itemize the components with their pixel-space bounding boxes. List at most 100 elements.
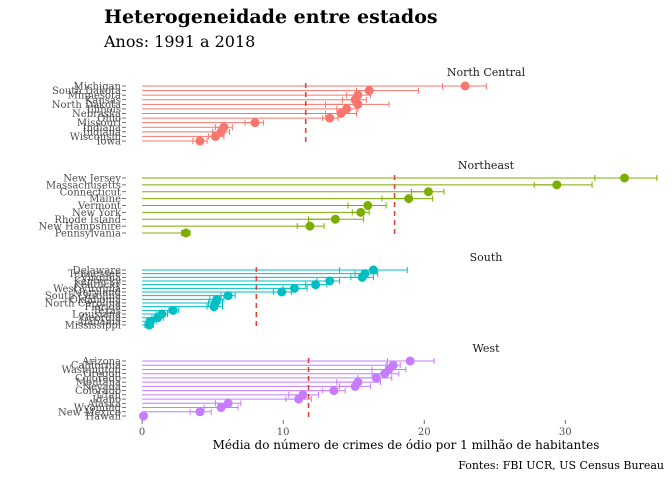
state-point bbox=[363, 201, 373, 210]
state-label: Louisiana bbox=[72, 310, 121, 321]
state-point bbox=[223, 398, 233, 408]
state-point bbox=[294, 394, 304, 404]
state-label: Arizona bbox=[81, 357, 121, 368]
chart-caption: Fontes: FBI UCR, US Census Bureau bbox=[458, 459, 664, 472]
state-label: Missouri bbox=[77, 118, 121, 129]
state-label: Alabama bbox=[76, 317, 121, 328]
state-label: Oregon bbox=[83, 369, 121, 380]
state-point bbox=[195, 136, 205, 146]
state-point bbox=[371, 373, 381, 383]
state-label: Texas bbox=[92, 306, 121, 317]
state-point bbox=[552, 180, 562, 190]
state-label: North Dakota bbox=[52, 100, 121, 111]
state-label: Minnesota bbox=[68, 91, 121, 102]
state-label: Nebraska bbox=[72, 109, 121, 120]
facet-label-northeast: Northeast bbox=[458, 159, 515, 172]
state-label: Pennsylvania bbox=[55, 229, 121, 240]
state-label: Wisconsin bbox=[70, 132, 122, 143]
state-label: South Carolina bbox=[45, 291, 121, 302]
state-label: Hawaii bbox=[85, 412, 121, 423]
state-point bbox=[305, 221, 315, 231]
x-tick-label: 10 bbox=[277, 427, 290, 438]
state-point bbox=[168, 305, 178, 315]
facet-label-south: South bbox=[470, 251, 503, 264]
state-label: Oklahoma bbox=[70, 295, 121, 306]
state-label: New Mexico bbox=[58, 407, 121, 418]
state-point bbox=[223, 291, 233, 301]
state-label: Iowa bbox=[97, 137, 122, 148]
state-point bbox=[210, 131, 220, 141]
state-label: Tennessee bbox=[68, 269, 121, 280]
state-point bbox=[620, 173, 630, 183]
state-point bbox=[181, 228, 191, 238]
state-label: Idaho bbox=[92, 395, 121, 406]
state-label: Maryland bbox=[72, 288, 121, 299]
state-point bbox=[311, 280, 321, 290]
state-point bbox=[209, 302, 219, 312]
state-label: Nevada bbox=[82, 382, 121, 393]
chart-title: Heterogeneidade entre estados bbox=[104, 6, 438, 28]
state-label: Kansas bbox=[85, 95, 121, 106]
state-point bbox=[423, 187, 433, 197]
state-point bbox=[368, 265, 378, 275]
state-point bbox=[330, 214, 340, 224]
state-label: Virginia bbox=[80, 273, 121, 284]
state-label: Kentucky bbox=[74, 277, 122, 288]
state-point bbox=[289, 283, 299, 293]
state-point bbox=[364, 86, 374, 96]
state-label: Florida bbox=[85, 302, 122, 313]
state-label: Colorado bbox=[75, 386, 121, 397]
state-point bbox=[404, 194, 414, 204]
state-label: Montana bbox=[76, 378, 121, 389]
state-point bbox=[139, 411, 149, 421]
state-point bbox=[153, 313, 163, 323]
state-label: Mississippi bbox=[65, 321, 121, 332]
state-label: Indiana bbox=[83, 127, 121, 138]
state-label: Utah bbox=[96, 390, 121, 401]
state-label: Indiana bbox=[83, 123, 121, 134]
state-label: Rhode Island bbox=[54, 215, 121, 226]
state-label: Vermont bbox=[77, 201, 121, 212]
x-tick-label: 30 bbox=[559, 427, 572, 438]
state-label: South Dakota bbox=[52, 86, 121, 97]
state-label: Colorado bbox=[75, 373, 121, 384]
state-point bbox=[325, 276, 335, 286]
state-point bbox=[195, 407, 205, 417]
chart-subtitle: Anos: 1991 a 2018 bbox=[104, 32, 256, 51]
state-point bbox=[325, 113, 335, 123]
state-point bbox=[380, 369, 390, 379]
state-label: New Jersey bbox=[63, 174, 121, 185]
state-point bbox=[353, 99, 363, 109]
state-label: Alaska bbox=[86, 399, 121, 410]
state-label: New Hampshire bbox=[39, 222, 122, 233]
facet-label-west: West bbox=[473, 342, 501, 355]
state-label: Ohio bbox=[97, 114, 121, 125]
state-label: Massachusetts bbox=[46, 180, 121, 191]
state-point bbox=[356, 207, 366, 217]
state-label: Washington bbox=[62, 365, 122, 376]
state-label: New York bbox=[72, 208, 122, 219]
state-point bbox=[144, 320, 154, 330]
state-point bbox=[357, 272, 367, 282]
state-label: Illinois bbox=[87, 104, 121, 115]
facet-label-north-central: North Central bbox=[447, 66, 526, 79]
state-label: West Virginia bbox=[53, 284, 121, 295]
state-point bbox=[216, 403, 226, 413]
state-label: North Carolina bbox=[45, 299, 121, 310]
state-point bbox=[405, 356, 415, 366]
state-label: Connecticut bbox=[60, 187, 121, 198]
state-label: Delaware bbox=[73, 266, 121, 277]
state-label: Maine bbox=[89, 194, 121, 205]
state-point bbox=[329, 386, 339, 396]
state-point bbox=[350, 381, 360, 391]
state-point bbox=[336, 109, 346, 118]
state-label: Michigan bbox=[74, 82, 122, 93]
state-label: Kentucky bbox=[74, 280, 122, 291]
state-point bbox=[460, 81, 470, 91]
state-label: California bbox=[71, 361, 121, 372]
x-axis-title: Média do número de crimes de ódio por 1 … bbox=[213, 438, 600, 452]
x-tick-label: 0 bbox=[139, 427, 145, 438]
x-tick-label: 20 bbox=[418, 427, 431, 438]
state-point bbox=[277, 287, 287, 297]
